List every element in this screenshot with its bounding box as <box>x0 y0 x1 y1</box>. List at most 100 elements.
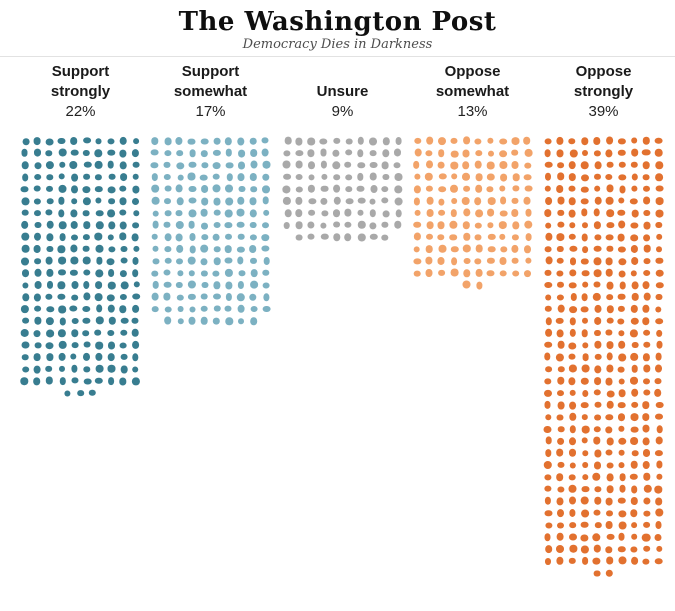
dot <box>582 353 590 361</box>
dot-cell <box>628 459 640 471</box>
dot <box>425 172 434 181</box>
dot <box>83 173 90 181</box>
dot-cell <box>80 351 92 363</box>
dot <box>262 160 271 169</box>
dot <box>580 306 589 313</box>
dot-cell <box>448 183 460 195</box>
dot-cell <box>117 315 129 327</box>
dot <box>544 305 552 313</box>
dot <box>568 377 576 386</box>
dot-cell <box>472 231 484 243</box>
dot-cell <box>247 171 259 183</box>
dot <box>83 378 92 385</box>
dot-cell <box>616 411 628 423</box>
dot <box>187 256 196 265</box>
dot-cell <box>509 219 521 231</box>
dot-cell <box>161 315 173 327</box>
dot <box>450 257 458 266</box>
dot-row <box>411 183 534 195</box>
dot-cell <box>554 243 566 255</box>
dot-cell <box>653 219 665 231</box>
dot-cell <box>640 219 652 231</box>
dot <box>654 558 663 565</box>
dot-row <box>542 159 665 171</box>
dot <box>544 557 552 565</box>
dot <box>46 185 54 193</box>
dot <box>152 210 160 217</box>
dot-cell <box>640 447 652 459</box>
dot <box>641 401 650 409</box>
dot <box>177 305 184 313</box>
dot <box>594 341 602 349</box>
dot-cell <box>105 195 117 207</box>
dot <box>568 364 577 373</box>
dot <box>655 293 663 301</box>
dot <box>581 509 590 518</box>
dot-cell <box>186 315 198 327</box>
dot-cell <box>260 135 272 147</box>
dot <box>163 269 171 276</box>
dot-cell <box>80 255 92 267</box>
dot-cell <box>591 387 603 399</box>
dot <box>369 221 377 229</box>
dot-cell <box>522 243 534 255</box>
dot-row <box>19 291 142 303</box>
dot <box>46 281 53 289</box>
dot <box>107 209 116 218</box>
dot-cell <box>460 195 472 207</box>
dot-grid-support-strongly <box>19 135 142 399</box>
dot-row <box>542 339 665 351</box>
dot-cell <box>186 219 198 231</box>
dot-cell <box>554 471 566 483</box>
dot-cell <box>554 543 566 555</box>
dot-cell <box>603 219 615 231</box>
dot-cell <box>68 219 80 231</box>
dot <box>357 221 366 229</box>
dot <box>581 426 590 434</box>
dot-cell <box>567 159 579 171</box>
dot <box>163 173 172 181</box>
dot <box>394 221 402 229</box>
dot <box>69 305 78 312</box>
dot <box>414 148 422 157</box>
dot-cell <box>423 207 435 219</box>
dot <box>132 257 139 265</box>
dot <box>593 281 601 288</box>
dot <box>630 509 638 517</box>
dot-cell <box>591 207 603 219</box>
dot-cell <box>293 159 305 171</box>
dot-cell <box>210 255 222 267</box>
dot-cell <box>616 291 628 303</box>
dot-cell <box>355 171 367 183</box>
dot <box>568 485 577 493</box>
dot <box>95 197 102 204</box>
dot <box>237 137 244 146</box>
dot <box>201 281 209 289</box>
dot <box>593 317 602 325</box>
dot <box>592 557 601 565</box>
dot-cell <box>379 219 391 231</box>
dot <box>655 329 663 337</box>
dot <box>212 317 221 325</box>
dot-row <box>542 531 665 543</box>
dot-cell <box>567 279 579 291</box>
dot <box>95 210 104 217</box>
dot <box>524 245 532 254</box>
dot <box>451 150 459 158</box>
dot <box>82 330 90 337</box>
dot-cell <box>591 183 603 195</box>
dot <box>332 209 341 217</box>
dot-cell <box>579 447 591 459</box>
dot <box>617 425 625 432</box>
dot-cell <box>567 195 579 207</box>
dot-cell <box>653 519 665 531</box>
dot-cell <box>198 291 210 303</box>
dot-cell <box>554 291 566 303</box>
dot-cell <box>554 279 566 291</box>
dot-cell <box>640 243 652 255</box>
dot <box>655 161 663 170</box>
dot <box>212 149 221 157</box>
dot <box>175 233 183 242</box>
dot-cell <box>542 447 554 459</box>
dot <box>499 138 508 145</box>
